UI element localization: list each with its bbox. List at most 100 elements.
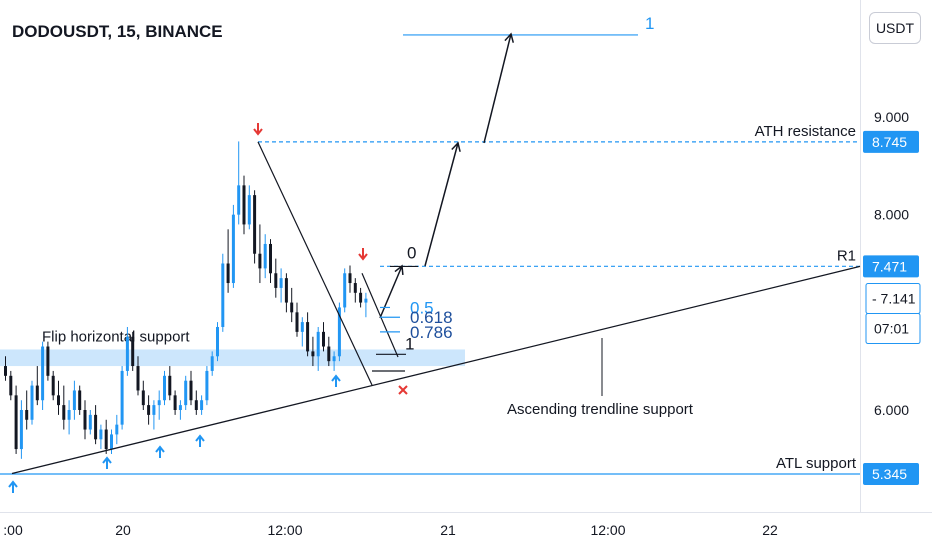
- candle-body[interactable]: [221, 263, 225, 327]
- candle[interactable]: [125, 326, 129, 376]
- candle[interactable]: [242, 175, 246, 235]
- candle[interactable]: [19, 400, 23, 459]
- candle[interactable]: [253, 190, 257, 264]
- candle[interactable]: [353, 278, 357, 303]
- candle-body[interactable]: [200, 400, 204, 410]
- candle[interactable]: [30, 380, 34, 425]
- candle[interactable]: [200, 395, 204, 415]
- candle[interactable]: [300, 317, 304, 347]
- candle-body[interactable]: [35, 385, 39, 401]
- candle-body[interactable]: [343, 273, 347, 308]
- candle-body[interactable]: [136, 366, 140, 391]
- candle-body[interactable]: [189, 380, 193, 401]
- candle[interactable]: [343, 268, 347, 313]
- candle[interactable]: [147, 395, 151, 425]
- candle[interactable]: [120, 366, 124, 430]
- candle[interactable]: [194, 390, 198, 415]
- candle[interactable]: [173, 390, 177, 415]
- candle[interactable]: [205, 366, 209, 406]
- candle-body[interactable]: [41, 346, 45, 401]
- candle[interactable]: [57, 380, 60, 415]
- candle[interactable]: [216, 322, 219, 362]
- candle-body[interactable]: [78, 390, 82, 410]
- candle-body[interactable]: [226, 263, 230, 284]
- candle[interactable]: [94, 405, 98, 445]
- candle[interactable]: [189, 370, 193, 406]
- candle-body[interactable]: [327, 346, 331, 362]
- candle-body[interactable]: [247, 195, 251, 225]
- candle[interactable]: [83, 400, 87, 440]
- candle-body[interactable]: [311, 351, 315, 357]
- candle-body[interactable]: [237, 185, 241, 215]
- plot-area[interactable]: [0, 0, 860, 550]
- candle[interactable]: [210, 351, 214, 376]
- candle-body[interactable]: [57, 395, 60, 406]
- candle[interactable]: [178, 400, 182, 420]
- candle-body[interactable]: [120, 370, 124, 425]
- candle-body[interactable]: [284, 278, 288, 303]
- candle[interactable]: [231, 204, 235, 288]
- candle[interactable]: [269, 239, 272, 284]
- candle-body[interactable]: [316, 331, 320, 357]
- descending-trendline[interactable]: [257, 141, 373, 386]
- candle[interactable]: [168, 366, 172, 401]
- candle[interactable]: [348, 265, 352, 293]
- candle-body[interactable]: [25, 410, 29, 420]
- candle-body[interactable]: [30, 385, 34, 420]
- candle[interactable]: [152, 400, 156, 430]
- candle-body[interactable]: [4, 366, 7, 376]
- candle[interactable]: [284, 273, 288, 313]
- candle-body[interactable]: [152, 405, 156, 415]
- candle-body[interactable]: [173, 395, 177, 410]
- candle[interactable]: [364, 292, 368, 318]
- candle-body[interactable]: [332, 356, 336, 362]
- candle-body[interactable]: [62, 405, 66, 420]
- candle-body[interactable]: [110, 434, 113, 450]
- currency-unit-button[interactable]: USDT: [869, 12, 921, 44]
- projection-arrow[interactable]: [424, 142, 459, 267]
- candle[interactable]: [322, 322, 325, 352]
- candle[interactable]: [306, 312, 310, 357]
- candle[interactable]: [78, 385, 82, 415]
- support-zone[interactable]: [0, 349, 465, 367]
- candle-body[interactable]: [178, 405, 182, 410]
- candle-body[interactable]: [269, 243, 272, 274]
- candle-body[interactable]: [348, 273, 352, 284]
- candle-body[interactable]: [67, 410, 71, 420]
- candle[interactable]: [9, 370, 13, 401]
- candle[interactable]: [41, 341, 45, 410]
- candle-body[interactable]: [253, 195, 257, 254]
- candle-body[interactable]: [274, 273, 278, 288]
- candle[interactable]: [327, 336, 331, 367]
- candle[interactable]: [4, 356, 7, 381]
- candle[interactable]: [88, 410, 92, 435]
- candle[interactable]: [99, 424, 103, 450]
- candle-body[interactable]: [94, 414, 98, 440]
- candle[interactable]: [51, 370, 55, 401]
- candle[interactable]: [35, 366, 39, 406]
- candle-body[interactable]: [364, 298, 368, 303]
- candle-body[interactable]: [306, 322, 310, 352]
- candle[interactable]: [237, 141, 241, 225]
- candle-body[interactable]: [115, 424, 119, 435]
- candle[interactable]: [115, 414, 119, 445]
- candle-body[interactable]: [104, 429, 108, 450]
- candle[interactable]: [141, 380, 145, 410]
- candle-body[interactable]: [19, 410, 23, 450]
- candle-body[interactable]: [163, 375, 166, 401]
- minor-descending-trendline[interactable]: [361, 273, 399, 358]
- candle[interactable]: [332, 351, 336, 371]
- candle-body[interactable]: [205, 370, 209, 401]
- candle[interactable]: [62, 385, 66, 430]
- candle-body[interactable]: [168, 375, 172, 396]
- candle[interactable]: [221, 253, 225, 332]
- candle-body[interactable]: [258, 253, 262, 269]
- candle[interactable]: [67, 400, 71, 435]
- candle[interactable]: [311, 336, 315, 367]
- projection-arrow[interactable]: [379, 265, 403, 319]
- candle-body[interactable]: [51, 375, 55, 396]
- candle-body[interactable]: [131, 336, 135, 367]
- candle-body[interactable]: [9, 375, 13, 396]
- candle-body[interactable]: [242, 185, 246, 225]
